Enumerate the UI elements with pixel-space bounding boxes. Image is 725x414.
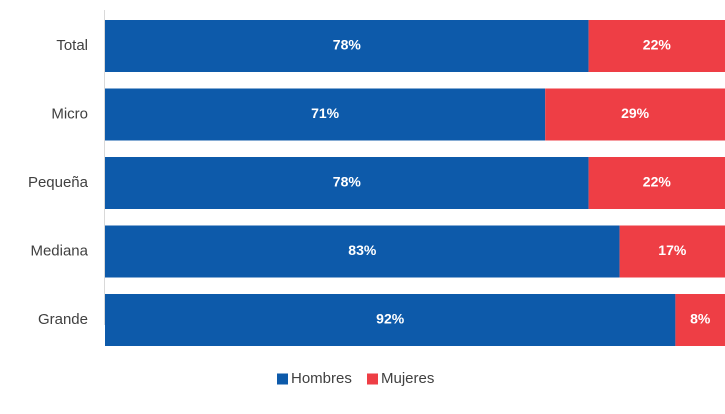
data-label: 71% — [311, 105, 340, 121]
legend-label-hombres: Hombres — [291, 370, 352, 387]
legend: Hombres Mujeres — [277, 370, 434, 387]
legend-label-mujeres: Mujeres — [381, 370, 434, 387]
bar-mujeres-0 — [588, 20, 725, 72]
bar-mujeres-2 — [588, 157, 725, 209]
category-label: Mediana — [30, 242, 88, 259]
plot-area: Total 78% 22% Micro 71% 29% Pequeña 78% 22% Media… — [28, 20, 725, 346]
category-label: Pequeña — [28, 174, 89, 191]
bar-hombres-3 — [105, 225, 620, 278]
data-label: 78% — [333, 174, 362, 190]
data-label: 8% — [690, 311, 711, 327]
bar-mujeres-3 — [619, 225, 725, 278]
data-label: 22% — [643, 37, 672, 53]
bar-hombres-0 — [105, 20, 589, 72]
bar-mujeres-4 — [675, 294, 725, 346]
bar-hombres-4 — [105, 294, 676, 346]
data-label: 22% — [643, 174, 672, 190]
data-label: 29% — [621, 105, 650, 121]
data-label: 83% — [348, 242, 377, 258]
data-label: 78% — [333, 37, 362, 53]
bar-hombres-1 — [105, 88, 546, 141]
legend-swatch-mujeres — [367, 373, 378, 385]
category-label: Total — [56, 37, 88, 54]
category-label: Micro — [51, 105, 88, 122]
category-label: Grande — [38, 311, 88, 328]
data-label: 92% — [376, 311, 405, 327]
data-label: 17% — [658, 242, 687, 258]
bar-mujeres-1 — [545, 88, 725, 141]
bar-hombres-2 — [105, 157, 589, 209]
legend-swatch-hombres — [277, 373, 288, 385]
